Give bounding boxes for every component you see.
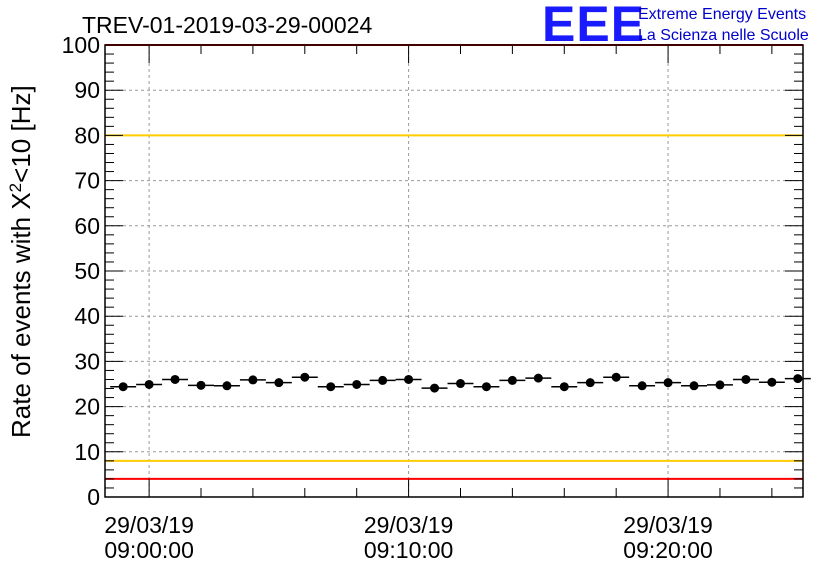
x-axis: 29/03/1909:00:0029/03/1909:10:0029/03/19… xyxy=(104,45,773,563)
data-point xyxy=(689,381,699,391)
y-axis: 0 10 20 30 40 50 60 70 80 90 100 xyxy=(62,32,803,510)
data-point xyxy=(507,375,517,385)
x-tick-label-time: 09:10:00 xyxy=(364,537,454,563)
y-tick-label: 10 xyxy=(74,439,100,465)
data-point xyxy=(637,381,647,391)
data-point xyxy=(170,374,180,384)
data-point xyxy=(481,382,491,392)
data-point xyxy=(378,375,388,385)
x-tick-label-time: 09:00:00 xyxy=(104,537,194,563)
x-tick-label-date: 29/03/19 xyxy=(623,512,713,538)
y-tick-label: 60 xyxy=(74,213,100,239)
y-axis-label-tail: <10 [Hz] xyxy=(6,85,36,183)
data-point xyxy=(196,380,206,390)
data-point xyxy=(118,382,128,392)
data-point xyxy=(248,375,258,385)
data-point xyxy=(585,378,595,388)
data-point xyxy=(144,379,154,389)
data-point xyxy=(533,373,543,383)
y-tick-label: 0 xyxy=(87,484,100,510)
y-axis-label: Rate of events with X2<10 [Hz] xyxy=(6,85,37,438)
y-axis-label-sup: 2 xyxy=(6,183,25,192)
logo-text: EEE xyxy=(542,0,645,52)
y-tick-label: 90 xyxy=(74,77,100,103)
data-point xyxy=(430,383,440,393)
y-tick-label: 30 xyxy=(74,348,100,374)
data-point xyxy=(559,382,569,392)
reference-lines xyxy=(105,44,803,480)
logo-subtitle-2: La Scienza nelle Scuole xyxy=(638,27,809,44)
data-point xyxy=(767,377,777,387)
data-point xyxy=(611,372,621,382)
data-point xyxy=(300,372,310,382)
data-point xyxy=(404,374,414,384)
data-points xyxy=(110,372,811,393)
y-tick-label: 40 xyxy=(74,303,100,329)
x-tick-label-date: 29/03/19 xyxy=(364,512,454,538)
data-point xyxy=(455,379,465,389)
grid-layer xyxy=(105,45,803,497)
y-axis-label-main: Rate of events with X xyxy=(6,192,36,438)
logo-subtitle-1: Extreme Energy Events xyxy=(638,6,806,23)
y-tick-label: 50 xyxy=(74,258,100,284)
y-tick-label: 20 xyxy=(74,394,100,420)
y-tick-label: 80 xyxy=(74,122,100,148)
data-point xyxy=(663,378,673,388)
data-point xyxy=(352,379,362,389)
data-point xyxy=(715,380,725,390)
x-tick-label-time: 09:20:00 xyxy=(623,537,713,563)
y-tick-label: 100 xyxy=(62,32,100,58)
data-point xyxy=(274,378,284,388)
chart-title: TREV-01-2019-03-29-00024 xyxy=(82,12,372,38)
data-point xyxy=(326,382,336,392)
data-point xyxy=(222,381,232,391)
data-point xyxy=(741,374,751,384)
eee-logo: EEE Extreme Energy Events La Scienza nel… xyxy=(542,0,809,52)
x-tick-label-date: 29/03/19 xyxy=(104,512,194,538)
y-tick-label: 70 xyxy=(74,168,100,194)
data-point xyxy=(793,374,803,384)
